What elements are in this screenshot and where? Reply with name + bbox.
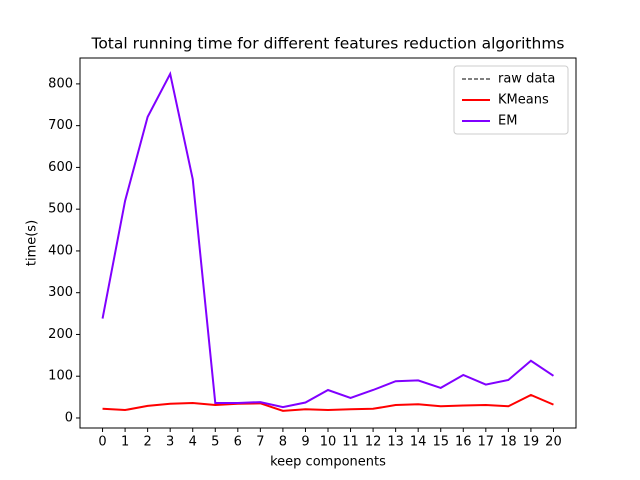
x-tick-label: 17: [478, 435, 495, 450]
x-tick-label: 13: [387, 435, 404, 450]
y-tick-label: 300: [48, 285, 73, 300]
y-tick-label: 800: [48, 76, 73, 91]
x-tick-label: 7: [256, 435, 264, 450]
x-tick-label: 20: [545, 435, 562, 450]
series-line: [101, 70, 555, 409]
x-tick-label: 19: [523, 435, 540, 450]
x-axis-label: keep components: [270, 455, 386, 470]
x-tick-label: 14: [410, 435, 427, 450]
y-tick-label: 200: [48, 327, 73, 342]
y-tick-label: 700: [48, 118, 73, 133]
legend-box: [453, 65, 569, 135]
x-tick-label: 4: [189, 435, 197, 450]
series-line: [102, 393, 554, 412]
y-tick-label: 100: [48, 369, 73, 384]
x-tick-label: 12: [365, 435, 382, 450]
legend-label: EM: [498, 114, 517, 129]
x-tick-label: 10: [320, 435, 337, 450]
y-tick-label: 0: [65, 410, 73, 425]
x-tick-label: 9: [301, 435, 309, 450]
y-tick-label: 600: [48, 160, 73, 175]
x-tick-label: 15: [432, 435, 449, 450]
y-tick-label: 400: [48, 243, 73, 258]
y-tick-label: 500: [48, 202, 73, 217]
x-tick-label: 8: [279, 435, 287, 450]
x-tick-label: 5: [211, 435, 219, 450]
legend-label: KMeans: [498, 93, 549, 108]
x-tick-label: 3: [166, 435, 174, 450]
legend-label: raw data: [498, 72, 555, 87]
chart-title: Total running time for different feature…: [90, 35, 564, 53]
x-tick-label: 0: [98, 435, 106, 450]
plot-frame: [79, 57, 577, 429]
y-axis-label: time(s): [25, 220, 40, 266]
x-tick-label: 16: [455, 435, 472, 450]
x-tick-label: 11: [342, 435, 359, 450]
x-tick-label: 2: [143, 435, 151, 450]
x-tick-label: 18: [500, 435, 517, 450]
x-tick-label: 1: [121, 435, 129, 450]
x-tick-label: 6: [234, 435, 242, 450]
